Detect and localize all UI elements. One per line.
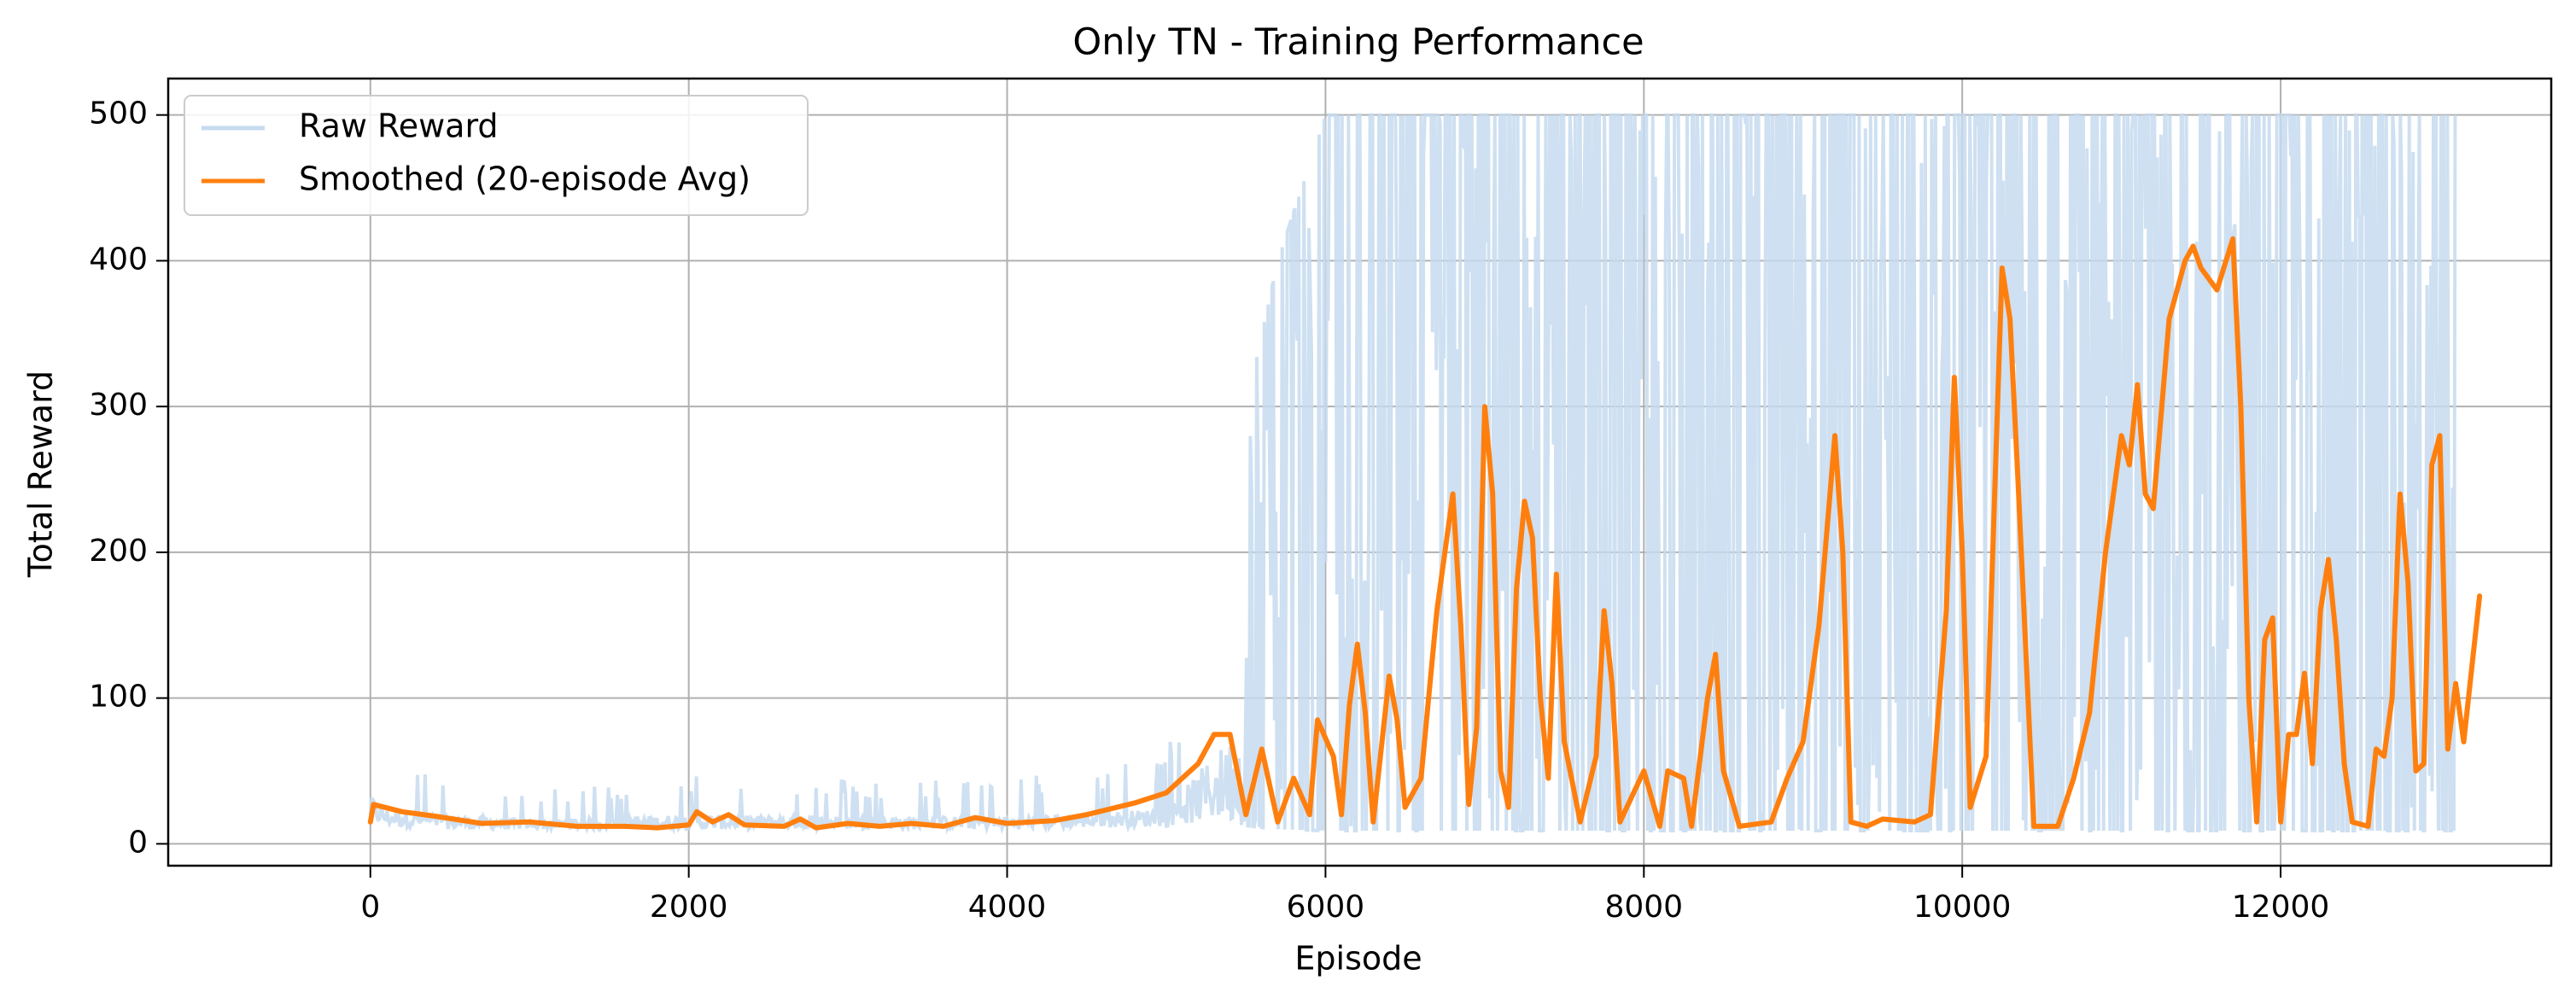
x-tick-label: 4000	[968, 890, 1047, 925]
smoothed-reward-line	[367, 236, 2483, 831]
y-tick-label: 500	[89, 96, 148, 131]
y-tick-label: 300	[89, 388, 148, 423]
x-tick-label: 12000	[2232, 890, 2330, 925]
y-axis-label: Total Reward	[22, 371, 60, 578]
y-tick-label: 400	[89, 242, 148, 277]
x-tick-label: 8000	[1604, 890, 1683, 925]
axes	[156, 77, 2553, 878]
legend-raw-label: Raw Reward	[299, 108, 499, 145]
x-tick-label: 6000	[1287, 890, 1365, 925]
legend-smooth-label: Smoothed (20-episode Avg)	[299, 161, 751, 198]
legend-frame	[184, 95, 809, 216]
chart-title: Only TN - Training Performance	[1072, 21, 1644, 64]
y-tick-label: 100	[89, 680, 148, 715]
x-axis-label: Episode	[1294, 940, 1422, 978]
y-tick-label: 200	[89, 534, 148, 569]
x-tick-label: 2000	[650, 890, 728, 925]
plot-frame	[166, 77, 2553, 867]
x-tick-label: 10000	[1913, 890, 2012, 925]
smoothed-series	[367, 236, 2483, 831]
legend: Raw Reward Smoothed (20-episode Avg)	[184, 95, 809, 216]
x-tick-label: 0	[360, 890, 380, 925]
tick-labels: 0 2000 4000 6000 8000 10000 12000 0 100 200 300 400…	[89, 96, 2329, 925]
y-tick-label: 0	[128, 825, 148, 860]
